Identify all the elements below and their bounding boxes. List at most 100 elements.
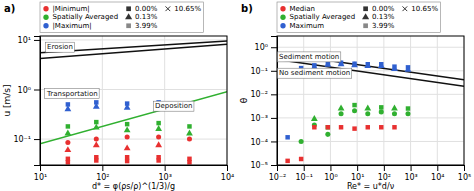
data-point [125,159,129,163]
data-point [326,125,330,129]
grid-line-y [277,117,464,118]
series-line [277,60,464,87]
grid-line-x [410,36,411,165]
data-point [364,105,371,111]
tick-label: 10² [378,173,391,182]
legend-item: Maximum [280,22,324,30]
x-axis: 10⁻²10⁻¹10⁰10¹10²10³10⁴10⁵ [269,165,472,182]
tick-label: 10⁰ [18,86,31,95]
legend-symbol [166,6,171,11]
grid-line-y [277,47,464,48]
legend-symbol [43,23,48,28]
annotation: Transportation [45,89,100,99]
annotation: Sediment motion [278,52,341,62]
data-point [94,120,98,124]
data-point [64,130,71,136]
chart-title: a) [4,3,15,14]
legend-item: 0.00% [126,5,157,13]
legend-label: 0.13% [135,13,158,21]
legend-label: 10.65% [174,5,201,13]
tick: 10² [378,165,391,182]
annotation-box [45,89,100,99]
tick-label: 10¹ [351,173,364,182]
tick-mark [271,165,277,166]
data-point [187,124,191,128]
tick: 10⁻¹ [13,135,40,144]
tick-label: 10³ [158,173,171,182]
legend-label: Spatially Averaged [290,13,356,21]
grid-line-x [437,36,438,165]
legend-symbol [126,23,131,28]
annotation-text: Erosion [47,43,73,51]
annotation-text: Sediment motion [279,53,339,61]
data-point [156,121,160,125]
data-point [156,158,160,162]
tick-mark [271,47,277,48]
grid-line-y [40,139,227,140]
data-point [64,146,71,152]
legend-item: 0.13% [125,13,158,21]
data-point [93,141,100,147]
plot-frame [40,36,227,165]
data-point [405,111,410,116]
tick-mark [304,165,305,171]
annotation-text: Transportation [46,90,98,98]
tick-mark [34,40,40,41]
tick: 10³ [404,165,417,182]
tick-mark [271,94,277,95]
data-point [338,105,345,111]
data-point [124,144,131,150]
panel: 10¹10²10³10⁴10⁻¹10⁰10¹d* = φ(ρs/ρ)^(1/3)… [2,2,234,191]
data-point [64,105,71,111]
data-point [392,111,397,116]
tick-mark [357,165,358,171]
series-line [40,92,227,144]
data-point [352,103,356,107]
annotation-text: Deposition [155,102,192,110]
data-point [285,159,289,163]
plot-frame [277,36,464,165]
data-point [125,155,129,159]
annotation-box [278,52,341,62]
data-point [156,135,161,140]
tick-mark [227,165,228,171]
data-point [299,139,304,144]
legend-label: |Minimum| [53,5,90,13]
tick-label: 10¹ [18,36,31,45]
data-point [311,115,318,121]
data-point [94,137,99,142]
tick: 10⁻² [250,90,277,99]
data-point [379,109,384,114]
annotation-box [278,68,352,78]
data-point [312,125,316,129]
tick-label: 10⁻² [250,90,268,99]
tick: 10² [96,165,109,182]
chart-root: 10¹10²10³10⁴10⁻¹10⁰10¹d* = φ(ρs/ρ)^(1/3)… [0,0,474,191]
tick-label: 10⁻¹ [250,67,268,76]
grid [40,36,227,165]
grid-line-y [40,39,227,40]
x-axis-label: Re* = u*d/ν [347,182,395,191]
data-point [366,125,370,129]
data-point [93,124,100,130]
tick-label: 10⁵ [458,173,471,182]
legend-symbol [363,6,368,11]
data-point [379,125,383,129]
tick: 10⁻¹ [295,165,313,182]
data-point [325,132,330,137]
tick: 10⁻⁵ [250,161,277,170]
annotation-box [154,101,194,111]
tick: 10⁻¹ [250,67,277,76]
legend: MedianSpatially AveragedMaximum0.00%0.13… [277,2,441,33]
legend-item: Spatially Averaged [43,13,118,21]
tick-label: 10⁴ [431,173,444,182]
tick-mark [437,165,438,171]
grid-line-x [357,36,358,165]
data-layer [40,41,227,165]
tick-mark [271,71,277,72]
legend-label: Spatially Averaged [53,13,119,21]
legend-symbol [43,6,48,11]
legend-label: 0.13% [372,13,395,21]
legend: |Minimum|Spatially Averaged|Maximum|0.00… [40,2,204,33]
legend-item: 0.13% [362,13,395,21]
